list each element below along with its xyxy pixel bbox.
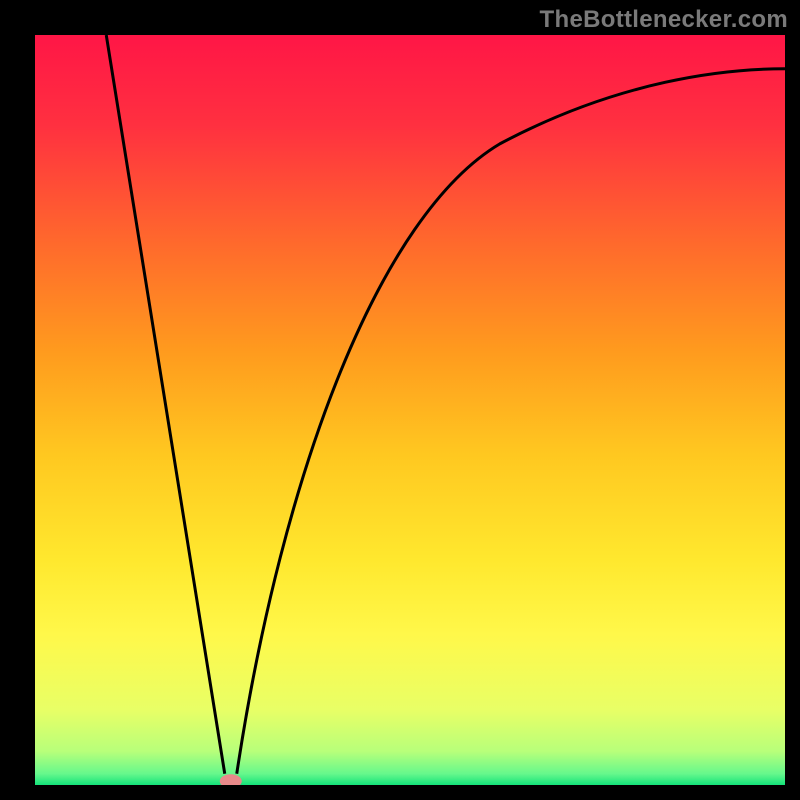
- chart-container: TheBottlenecker.com: [0, 0, 800, 800]
- bottleneck-chart: [0, 0, 800, 800]
- watermark-text: TheBottlenecker.com: [540, 6, 788, 34]
- heat-gradient: [35, 35, 785, 785]
